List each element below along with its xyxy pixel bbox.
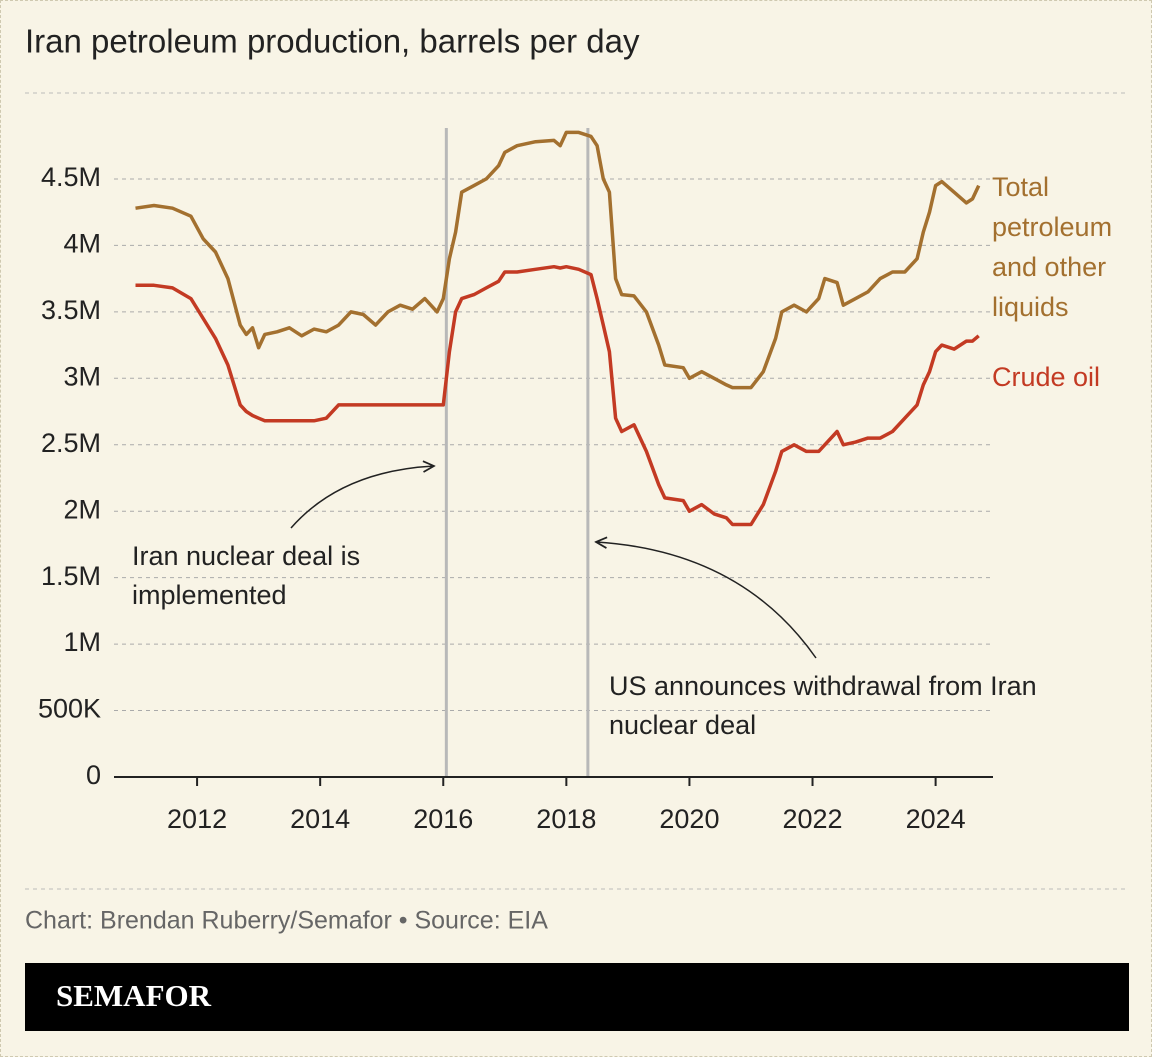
y-tick-label: 500K [38, 694, 101, 724]
x-tick-label: 2014 [290, 804, 350, 834]
x-tick-label: 2024 [906, 804, 966, 834]
chart-title: Iran petroleum production, barrels per d… [25, 23, 640, 60]
y-tick-label: 4M [63, 229, 101, 259]
y-tick-label: 0 [86, 760, 101, 790]
y-tick-label: 2.5M [41, 428, 101, 458]
y-tick-label: 3M [63, 361, 101, 391]
annotation: US announces withdrawal from Iran nuclea… [609, 671, 1037, 740]
legend-label: Crude oil [992, 362, 1101, 392]
legend-label: Total petroleum and other liquids [992, 172, 1113, 322]
brand: SEMAFOR [56, 978, 212, 1013]
arrow [596, 542, 817, 659]
y-tick-label: 1M [63, 627, 101, 657]
x-tick-label: 2016 [413, 804, 473, 834]
series-line [135, 264, 980, 527]
annotation: Iran nuclear deal is implemented [132, 541, 361, 610]
source: Chart: Brendan Ruberry/Semafor • Source:… [25, 907, 548, 935]
brand-bar [25, 963, 1129, 1031]
y-tick-label: 3.5M [41, 295, 101, 325]
x-tick-label: 2018 [536, 804, 596, 834]
x-tick-label: 2012 [167, 804, 227, 834]
x-tick-label: 2022 [782, 804, 842, 834]
arrow [290, 466, 434, 529]
y-tick-label: 2M [63, 494, 101, 524]
x-tick-label: 2020 [659, 804, 719, 834]
series-line [135, 130, 981, 390]
y-tick-label: 1.5M [41, 561, 101, 591]
y-tick-label: 4.5M [41, 162, 101, 192]
